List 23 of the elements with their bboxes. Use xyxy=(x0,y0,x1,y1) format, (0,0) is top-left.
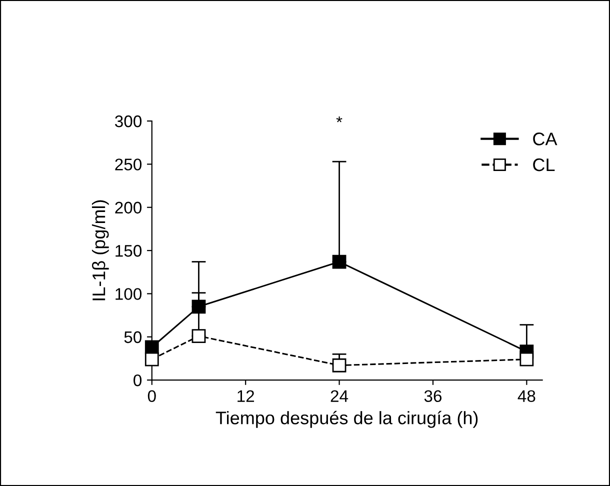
x-tick-label: 0 xyxy=(148,390,156,402)
x-tick-label: 36 xyxy=(424,390,442,402)
x-tick-label: 48 xyxy=(518,390,536,402)
x-axis-title: Tiempo después de la cirugía (h) xyxy=(216,410,478,428)
y-axis-title: IL-1β (pg/ml) xyxy=(92,200,109,300)
y-tick-label: 200 xyxy=(115,202,142,214)
x-tick-label: 12 xyxy=(238,390,254,402)
legend-label: CA xyxy=(533,132,558,146)
annotation: * xyxy=(336,116,342,122)
legend-label: CL xyxy=(533,158,555,172)
point xyxy=(144,352,159,366)
y-tick-label: 0 xyxy=(134,374,142,386)
point xyxy=(520,352,534,366)
point xyxy=(332,254,346,269)
y-tick-label: 300 xyxy=(115,115,142,128)
point xyxy=(192,300,206,314)
y-tick-label: 50 xyxy=(124,331,142,344)
y-tick-label: 150 xyxy=(116,244,142,257)
y-tick-label: 250 xyxy=(115,158,142,170)
x-tick-label: 24 xyxy=(330,390,348,402)
point xyxy=(332,358,346,372)
point xyxy=(192,329,206,343)
y-tick-label: 100 xyxy=(116,288,142,300)
